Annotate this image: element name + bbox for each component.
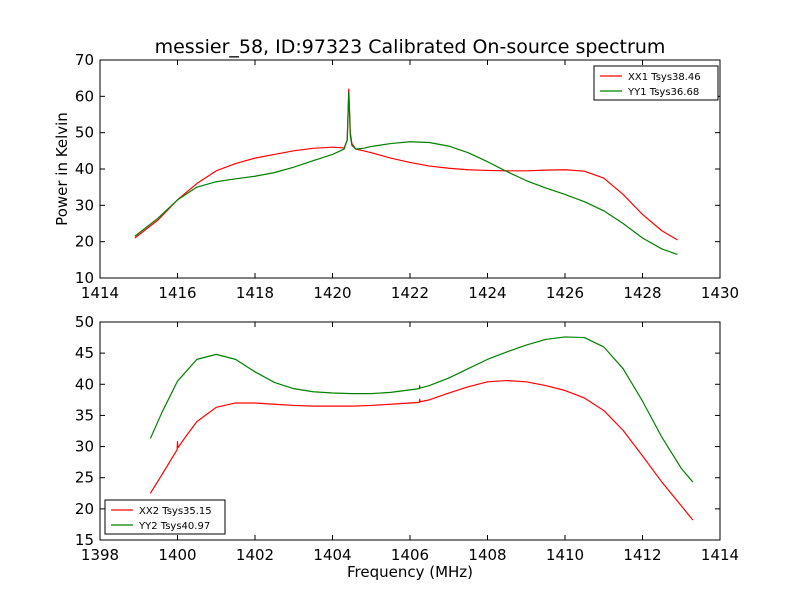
bottom-y-tick-label: 50 <box>75 313 94 331</box>
top-x-tick-label: 1424 <box>468 284 506 302</box>
bottom-y-tick-label: 40 <box>75 375 94 393</box>
bottom-x-tick-label: 1398 <box>81 546 119 564</box>
x-axis-label: Frequency (MHz) <box>347 563 473 581</box>
bottom-x-tick-label: 1408 <box>468 546 506 564</box>
bottom-y-tick-label: 45 <box>75 344 94 362</box>
top-y-tick-label: 40 <box>75 160 94 178</box>
top-y-tick-label: 70 <box>75 51 94 69</box>
bottom-x-tick-label: 1414 <box>701 546 739 564</box>
top-x-tick-label: 1416 <box>158 284 196 302</box>
top-series-line-2 <box>134 92 678 255</box>
y-axis-label: Power in Kelvin <box>53 112 71 226</box>
top-x-tick-label: 1428 <box>623 284 661 302</box>
bottom-x-tick-label: 1404 <box>313 546 351 564</box>
bottom-legend-label-2: YY2 Tsys40.97 <box>138 521 210 532</box>
bottom-x-tick-label: 1406 <box>391 546 429 564</box>
top-legend-label-1: XX1 Tsys38.46 <box>628 72 701 83</box>
top-x-tick-label: 1426 <box>546 284 584 302</box>
top-x-tick-label: 1420 <box>313 284 351 302</box>
top-series-line-1 <box>134 88 678 241</box>
chart-title: messier_58, ID:97323 Calibrated On-sourc… <box>155 36 666 58</box>
top-x-tick-label: 1430 <box>701 284 739 302</box>
top-spectrum-plot: 1414 1416 1418 1420 1422 1424 1426 1428 1430 10 20… <box>75 51 739 302</box>
top-y-tick-label: 60 <box>75 87 94 105</box>
bottom-legend-box <box>104 499 226 535</box>
bottom-legend-label-1: XX2 Tsys35.15 <box>139 506 212 517</box>
bottom-x-tick-label: 1410 <box>546 546 584 564</box>
top-y-tick-label: 50 <box>75 124 94 142</box>
top-x-tick-label: 1418 <box>236 284 274 302</box>
bottom-series-line-2 <box>149 336 694 483</box>
bottom-y-tick-label: 25 <box>75 469 94 487</box>
bottom-y-tick-label: 15 <box>75 531 94 549</box>
bottom-y-tick-label: 35 <box>75 406 94 424</box>
bottom-y-tick-label: 30 <box>75 438 94 456</box>
bottom-x-tick-label: 1400 <box>158 546 196 564</box>
top-legend-box <box>593 65 719 101</box>
bottom-x-tick-label: 1412 <box>623 546 661 564</box>
bottom-y-tick-label: 20 <box>75 500 94 518</box>
top-y-tick-label: 20 <box>75 233 94 251</box>
top-x-tick-label: 1414 <box>81 284 119 302</box>
top-y-tick-label: 30 <box>75 196 94 214</box>
bottom-series-line-1 <box>149 379 694 521</box>
bottom-x-tick-label: 1402 <box>236 546 274 564</box>
top-x-tick-label: 1422 <box>391 284 429 302</box>
top-y-tick-label: 10 <box>75 269 94 287</box>
top-legend-label-2: YY1 Tsys36.68 <box>627 87 699 98</box>
bottom-spectrum-plot: 1398 1400 1402 1404 1406 1408 1410 1412 1414 15 20… <box>75 313 739 564</box>
